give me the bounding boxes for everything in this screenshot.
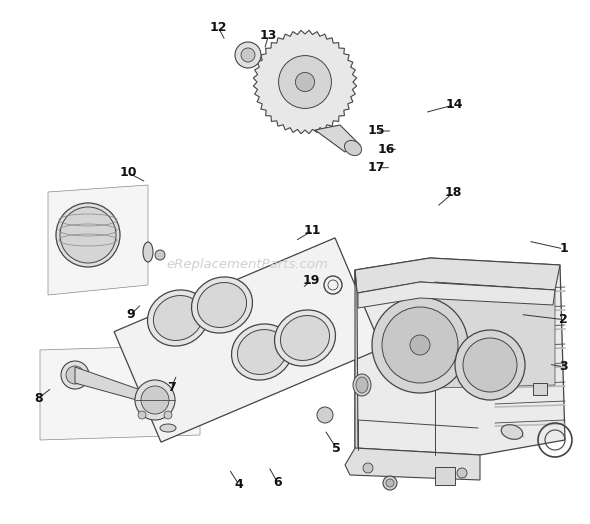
Ellipse shape xyxy=(231,324,293,380)
Circle shape xyxy=(455,330,525,400)
Text: 8: 8 xyxy=(34,392,42,405)
Text: 11: 11 xyxy=(304,224,322,237)
Polygon shape xyxy=(355,270,358,450)
Circle shape xyxy=(383,476,397,490)
Circle shape xyxy=(66,366,84,384)
Text: 2: 2 xyxy=(559,313,568,326)
Circle shape xyxy=(138,411,146,419)
Text: 19: 19 xyxy=(303,274,320,287)
Circle shape xyxy=(278,56,332,108)
Text: 13: 13 xyxy=(260,29,277,42)
Ellipse shape xyxy=(143,242,153,262)
Ellipse shape xyxy=(353,374,371,396)
Text: 3: 3 xyxy=(559,361,568,373)
Ellipse shape xyxy=(237,330,287,375)
Circle shape xyxy=(241,48,255,62)
Polygon shape xyxy=(355,258,560,293)
Text: 15: 15 xyxy=(368,125,385,137)
Bar xyxy=(533,383,547,395)
Polygon shape xyxy=(48,185,148,295)
Text: 14: 14 xyxy=(445,99,463,111)
Ellipse shape xyxy=(198,282,247,328)
Text: eReplacementParts.com: eReplacementParts.com xyxy=(167,258,329,271)
Polygon shape xyxy=(435,467,455,485)
Ellipse shape xyxy=(274,310,336,366)
Text: 18: 18 xyxy=(444,187,462,199)
Circle shape xyxy=(363,463,373,473)
Circle shape xyxy=(155,250,165,260)
Polygon shape xyxy=(315,125,360,152)
Circle shape xyxy=(463,338,517,392)
Ellipse shape xyxy=(280,315,330,361)
Polygon shape xyxy=(355,258,565,455)
Text: 7: 7 xyxy=(167,381,175,394)
Ellipse shape xyxy=(148,290,208,346)
Text: 6: 6 xyxy=(273,476,281,488)
Ellipse shape xyxy=(153,296,202,341)
Circle shape xyxy=(141,386,169,414)
Ellipse shape xyxy=(356,377,368,393)
Polygon shape xyxy=(40,345,200,440)
Text: 9: 9 xyxy=(127,308,135,321)
Text: 10: 10 xyxy=(120,167,137,179)
Circle shape xyxy=(235,42,261,68)
Polygon shape xyxy=(253,30,357,134)
Circle shape xyxy=(296,72,314,92)
Text: 5: 5 xyxy=(332,442,340,454)
Text: 4: 4 xyxy=(235,478,243,491)
Polygon shape xyxy=(435,290,555,388)
Circle shape xyxy=(382,307,458,383)
Circle shape xyxy=(372,297,468,393)
Text: 12: 12 xyxy=(209,21,227,34)
Polygon shape xyxy=(75,367,155,405)
Text: 16: 16 xyxy=(378,143,395,156)
Ellipse shape xyxy=(160,424,176,432)
Circle shape xyxy=(61,361,89,389)
Circle shape xyxy=(60,207,116,263)
FancyBboxPatch shape xyxy=(114,238,382,442)
Text: 1: 1 xyxy=(559,243,568,255)
Circle shape xyxy=(410,335,430,355)
Circle shape xyxy=(164,411,172,419)
Ellipse shape xyxy=(502,424,523,439)
Circle shape xyxy=(56,203,120,267)
Polygon shape xyxy=(358,282,555,308)
Circle shape xyxy=(317,407,333,423)
Text: 17: 17 xyxy=(368,161,385,174)
Ellipse shape xyxy=(192,277,253,333)
Ellipse shape xyxy=(345,140,362,156)
Circle shape xyxy=(386,479,394,487)
Circle shape xyxy=(457,468,467,478)
Polygon shape xyxy=(345,448,480,480)
Circle shape xyxy=(135,380,175,420)
